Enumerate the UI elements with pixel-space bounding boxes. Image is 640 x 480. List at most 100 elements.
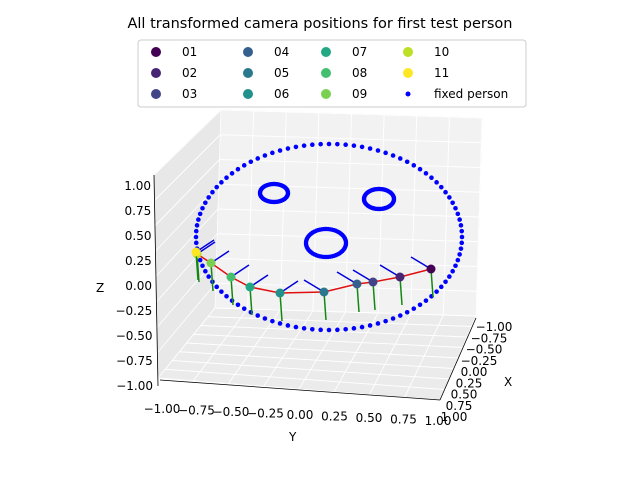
y-tick-labels: −1.00−0.75−0.50−0.25 0.00 0.25 0.50 0.75 1.00 <box>144 402 452 428</box>
person-point <box>457 252 462 257</box>
grid-line <box>404 314 444 398</box>
person-point <box>367 146 373 151</box>
person-point <box>219 180 224 185</box>
grid-line <box>410 115 418 315</box>
x-axis-label: X <box>504 375 512 389</box>
legend-label: 02 <box>182 66 197 80</box>
camera-marker <box>368 277 378 287</box>
x-tick-label: −0.50 <box>466 343 503 357</box>
z-tick-labels: −1.00 −0.75 −0.50 −0.25 0.00 0.25 0.50 0.75 1.00 <box>115 179 153 393</box>
person-point <box>443 189 448 195</box>
x-tick-labels: −1.00−0.75−0.50−0.250.000.250.500.751.00 <box>441 320 513 424</box>
person-point <box>335 327 340 333</box>
person-point <box>277 148 283 153</box>
person-point <box>193 234 199 240</box>
person-point <box>438 184 444 190</box>
legend-label: 11 <box>434 66 449 80</box>
x-tick-label: 0.50 <box>451 388 478 402</box>
person-point <box>390 316 396 321</box>
legend-label: 03 <box>182 87 197 101</box>
grid-line <box>157 307 216 379</box>
x-tick-label: −0.75 <box>471 331 508 345</box>
person-point <box>326 327 332 333</box>
person-point <box>375 148 381 153</box>
person-point <box>438 284 444 290</box>
camera-up-axis <box>249 286 253 316</box>
z-tick-label: −0.75 <box>116 354 153 368</box>
legend-marker <box>151 89 161 99</box>
person-point <box>194 223 200 228</box>
person-point <box>193 228 199 234</box>
person-point <box>455 211 461 217</box>
person-point <box>359 324 365 330</box>
z-tick-label: −1.00 <box>116 379 153 393</box>
person-point <box>219 289 224 294</box>
z-tick-label: −0.25 <box>115 304 152 318</box>
grid-line <box>207 316 472 327</box>
grid-line <box>193 333 463 348</box>
camera-up-axis <box>196 253 200 283</box>
y-tick-label: 0.00 <box>287 408 314 422</box>
y-tick-label: −1.00 <box>144 402 181 416</box>
person-point <box>343 142 348 148</box>
person-point <box>423 171 429 176</box>
camera-up-axis <box>356 283 360 313</box>
floor-pane <box>157 307 477 401</box>
camera-up-axis <box>195 251 199 281</box>
grid-line <box>217 208 480 218</box>
person-point <box>206 274 211 279</box>
person-point <box>235 302 241 308</box>
person-point <box>326 141 332 147</box>
person-point <box>434 180 439 185</box>
grid-line <box>214 307 477 317</box>
x-tick-label: −1.00 <box>476 320 513 334</box>
person-point <box>411 163 417 168</box>
person-point <box>214 184 220 190</box>
x-tick-label: 0.00 <box>461 365 488 379</box>
z-tick-label: −0.50 <box>116 329 153 343</box>
person-point <box>359 144 365 150</box>
person-point <box>434 289 439 294</box>
y-tick-label: −0.25 <box>247 407 284 421</box>
person-point <box>197 257 203 263</box>
legend-marker <box>151 68 161 78</box>
z-tick-label: 1.00 <box>124 179 151 193</box>
person-point <box>241 306 247 311</box>
person-point <box>293 324 299 330</box>
person-point <box>318 141 323 147</box>
person-point <box>248 159 254 165</box>
person-point <box>197 211 203 217</box>
person-point <box>206 195 211 200</box>
person-point <box>214 284 220 290</box>
grid-line <box>217 233 479 243</box>
x-axis-line <box>439 317 477 401</box>
legend-label: 08 <box>352 66 367 80</box>
legend-label: 07 <box>352 45 367 59</box>
grid-line <box>154 134 221 201</box>
camera-up-axis <box>430 268 434 298</box>
legend-label: 06 <box>274 87 289 101</box>
camera-up-axis <box>279 292 283 322</box>
camera-marker <box>352 279 362 289</box>
camera-marker <box>275 288 285 298</box>
z-tick-label: 0.50 <box>125 229 152 243</box>
y-tick-label: 0.75 <box>390 413 417 427</box>
person-point <box>458 223 464 228</box>
x-tick-label: 0.25 <box>456 376 483 390</box>
person-point <box>411 306 417 311</box>
person-point <box>203 268 208 274</box>
person-point <box>293 144 299 150</box>
person-point <box>241 163 247 168</box>
legend-marker <box>243 68 253 78</box>
y-axis-line <box>159 379 441 401</box>
person-point <box>351 326 357 331</box>
x-tick-label: −0.25 <box>461 354 498 368</box>
legend: 01 02 03 04 05 06 07 08 09 10 11 fixed person <box>137 39 527 108</box>
fixed-person-points <box>193 141 465 333</box>
y-tick-label: 0.50 <box>356 411 383 425</box>
person-point <box>229 171 235 176</box>
legend-label: 10 <box>434 45 449 59</box>
person-point <box>277 321 283 326</box>
person-point <box>310 326 315 332</box>
person-point <box>429 175 434 181</box>
